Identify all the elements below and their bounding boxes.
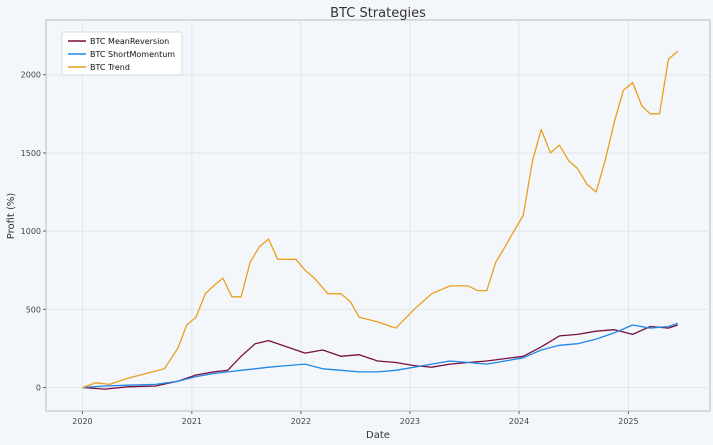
y-tick-label: 500: [26, 305, 41, 314]
legend-label-meanreversion: BTC MeanReversion: [90, 37, 169, 46]
ticks-layer: 0 500 1000 1500 2000 2020 2021 2022 2023 2024 2025: [21, 71, 639, 426]
y-tick-label: 1500: [21, 149, 41, 158]
series-line-btc-shortmomentum: [82, 322, 678, 389]
x-tick-label: 2020: [72, 417, 92, 426]
y-tick-label: 2000: [21, 71, 41, 80]
x-tick-label: 2021: [182, 417, 202, 426]
legend-label-trend: BTC Trend: [90, 63, 130, 72]
x-tick-label: 2025: [618, 417, 638, 426]
y-tick-label: 0: [36, 384, 41, 393]
legend-box: [61, 31, 183, 76]
y-axis-title: Profit (%): [6, 193, 17, 240]
x-tick-label: 2022: [291, 417, 311, 426]
series-layer: [82, 50, 679, 390]
y-tick-label: 1000: [21, 227, 41, 236]
series-line-btc-trend: [82, 50, 679, 389]
legend-label-shortmomentum: BTC ShortMomentum: [90, 50, 175, 59]
series-line-btc-meanreversion: [82, 324, 678, 390]
grid-layer: [46, 20, 710, 411]
plot-area: [45, 19, 711, 412]
x-axis-title: Date: [366, 430, 390, 441]
x-tick-label: 2024: [509, 417, 529, 426]
x-tick-label: 2023: [400, 417, 420, 426]
legend: BTC MeanReversion BTC ShortMomentum BTC …: [61, 31, 183, 76]
chart-title: BTC Strategies: [330, 6, 426, 21]
